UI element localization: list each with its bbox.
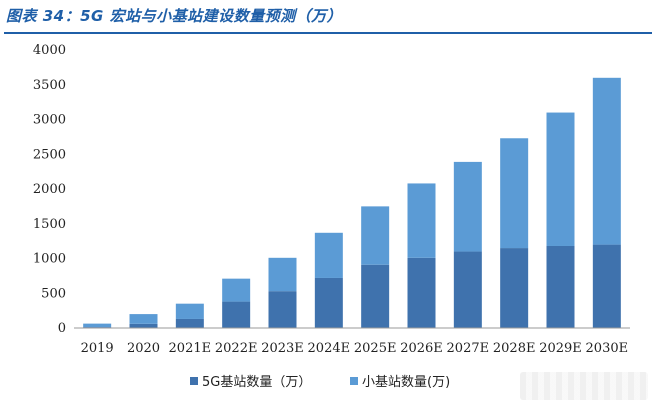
bar-macro-2025E (361, 264, 390, 328)
bar-macro-2020 (129, 323, 158, 328)
x-tick-label: 2022E (215, 341, 258, 356)
y-tick-label: 1500 (33, 217, 66, 232)
y-tick-label: 500 (41, 286, 66, 301)
bar-small-2021E (175, 303, 204, 319)
legend-label: 5G基站数量（万） (202, 375, 311, 390)
x-tick-label: 2023E (261, 341, 304, 356)
x-tick-label: 2024E (308, 341, 351, 356)
x-tick-label: 2026E (400, 341, 443, 356)
watermark (520, 372, 648, 400)
bar-small-2025E (361, 206, 390, 265)
title-bar: 图表 34：5G 宏站与小基站建设数量预测（万） (4, 2, 652, 34)
x-tick-label: 2029E (539, 341, 582, 356)
bar-small-2020 (129, 314, 158, 324)
x-tick-label: 2030E (586, 341, 629, 356)
y-tick-label: 3000 (33, 113, 66, 128)
bar-macro-2030E (592, 244, 621, 328)
bar-macro-2021E (175, 318, 204, 328)
bar-small-2029E (546, 112, 575, 246)
bar-small-2023E (268, 257, 297, 292)
bar-small-2030E (592, 77, 621, 245)
bar-small-2022E (222, 278, 251, 302)
y-tick-label: 4000 (33, 43, 66, 58)
y-tick-label: 2000 (33, 182, 66, 197)
bar-macro-2026E (407, 257, 436, 328)
x-tick-label: 2019 (81, 341, 114, 356)
bar-small-2019 (83, 323, 112, 328)
bar-small-2024E (314, 232, 343, 278)
bar-macro-2022E (222, 301, 251, 328)
bar-macro-2024E (314, 277, 343, 328)
bar-small-2027E (453, 161, 482, 252)
legend-label: 小基站数量(万) (362, 375, 450, 390)
legend-swatch (350, 377, 358, 385)
x-tick-label: 2021E (169, 341, 212, 356)
y-tick-label: 3500 (33, 78, 66, 93)
bars (83, 77, 621, 328)
x-tick-label: 2028E (493, 341, 536, 356)
x-axis-ticks: 2019 2020 2021E 2022E 2023E 2024E 2025E 2026E 20… (81, 341, 629, 356)
x-tick-label: 2027E (447, 341, 490, 356)
bar-macro-2023E (268, 291, 297, 328)
bar-small-2028E (500, 138, 529, 249)
chart-title: 图表 34：5G 宏站与小基站建设数量预测（万） (6, 7, 343, 25)
x-tick-label: 2020 (127, 341, 160, 356)
y-tick-label: 1000 (33, 252, 66, 267)
legend-swatch (190, 377, 198, 385)
y-tick-label: 2500 (33, 147, 66, 162)
legend: 5G基站数量（万） 小基站数量(万) (190, 375, 450, 390)
bar-macro-2027E (453, 251, 482, 328)
x-tick-label: 2025E (354, 341, 397, 356)
bar-macro-2029E (546, 245, 575, 328)
bar-macro-2028E (500, 248, 529, 328)
y-axis-ticks: 0 500 1000 1500 2000 2500 3000 3500 4000 (33, 43, 66, 336)
bar-small-2026E (407, 183, 436, 258)
y-tick-label: 0 (58, 321, 66, 336)
